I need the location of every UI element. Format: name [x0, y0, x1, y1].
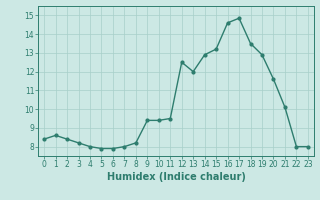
X-axis label: Humidex (Indice chaleur): Humidex (Indice chaleur): [107, 172, 245, 182]
